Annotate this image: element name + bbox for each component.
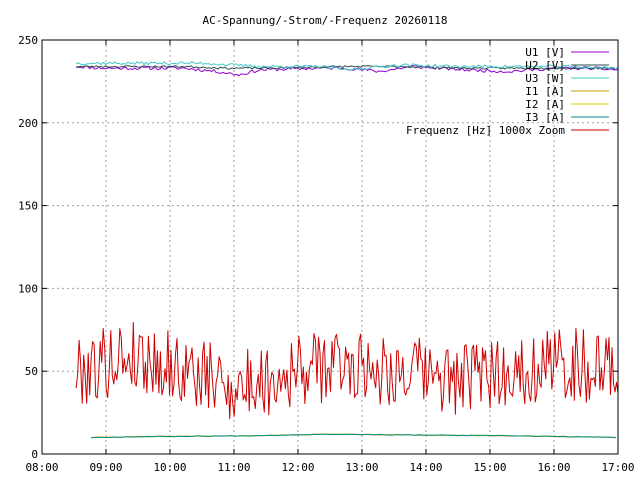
x-tick-label: 08:00 [25, 461, 58, 474]
x-tick-label: 15:00 [473, 461, 506, 474]
x-tick-label: 17:00 [601, 461, 634, 474]
y-tick-label: 250 [18, 34, 38, 47]
legend-label: Frequenz [Hz] 1000x Zoom [406, 124, 565, 137]
chart-title: AC-Spannung/-Strom/-Frequenz 20260118 [202, 14, 447, 27]
series-line [91, 433, 616, 439]
y-axis-ticks: 0 50 100 150 200 250 [18, 34, 618, 461]
plot-frame [41, 39, 619, 455]
series-line [75, 61, 619, 71]
x-tick-label: 13:00 [345, 461, 378, 474]
y-tick-label: 150 [18, 200, 38, 213]
series-line [76, 65, 619, 70]
y-tick-label: 50 [25, 365, 38, 378]
legend-label: U2 [V] [525, 59, 565, 72]
x-tick-label: 11:00 [217, 461, 250, 474]
legend-label: I2 [A] [525, 98, 565, 111]
plot-series [75, 61, 619, 439]
y-tick-label: 100 [18, 282, 38, 295]
legend: U1 [V]U2 [V]U3 [W]I1 [A]I2 [A]I3 [A]Freq… [406, 46, 609, 137]
legend-label: U1 [V] [525, 46, 565, 59]
series-line [75, 322, 619, 420]
legend-label: I3 [A] [525, 111, 565, 124]
x-tick-label: 09:00 [89, 461, 122, 474]
y-tick-label: 0 [31, 448, 38, 461]
legend-label: I1 [A] [525, 85, 565, 98]
x-tick-label: 12:00 [281, 461, 314, 474]
x-tick-label: 16:00 [537, 461, 570, 474]
y-tick-label: 200 [18, 117, 38, 130]
x-axis-ticks: 08:00 09:00 10:00 11:00 12:00 13:00 14:00 15:00… [25, 40, 635, 474]
x-tick-label: 14:00 [409, 461, 442, 474]
x-tick-label: 10:00 [153, 461, 186, 474]
legend-label: U3 [W] [525, 72, 565, 85]
